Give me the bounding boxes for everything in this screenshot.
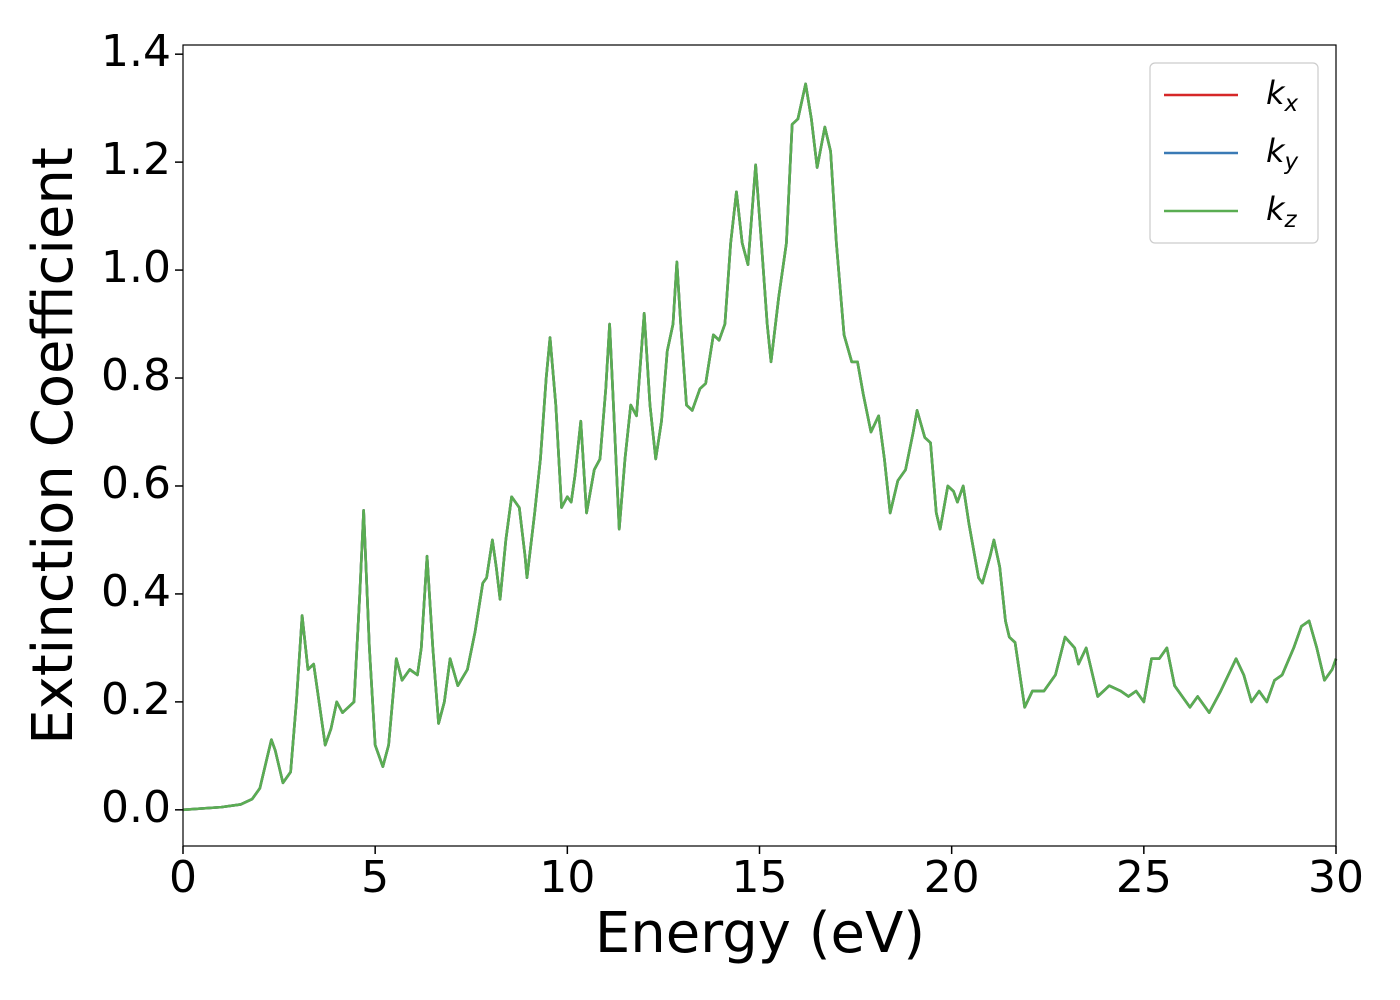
y-tick-label: 1.0 [101,242,171,293]
plot-frame [182,44,1337,847]
y-tick-label: 0.6 [101,458,171,509]
x-tick-label: 0 [169,852,197,903]
y-tick-label: 0.8 [101,350,171,401]
x-tick-label: 5 [361,852,389,903]
line-series [182,82,1338,812]
y-tick-label: 1.4 [101,26,171,77]
y-tick-label: 0.4 [101,566,171,617]
y-axis-label: Extinction Coefficient [21,147,86,745]
x-tick-label: 15 [732,852,788,903]
x-tick-label: 10 [539,852,595,903]
y-tick-label: 1.2 [101,134,171,185]
legend-label: kx [1266,74,1299,117]
y-tick-label: 0.2 [101,674,171,725]
legend-label: ky [1266,132,1299,175]
x-tick-label: 30 [1308,852,1364,903]
legend-label: kz [1266,190,1298,233]
x-axis-label: Energy (eV) [595,901,925,966]
x-tick-label: 25 [1116,852,1172,903]
y-tick-label: 0.0 [101,782,171,833]
x-tick-label: 20 [924,852,980,903]
